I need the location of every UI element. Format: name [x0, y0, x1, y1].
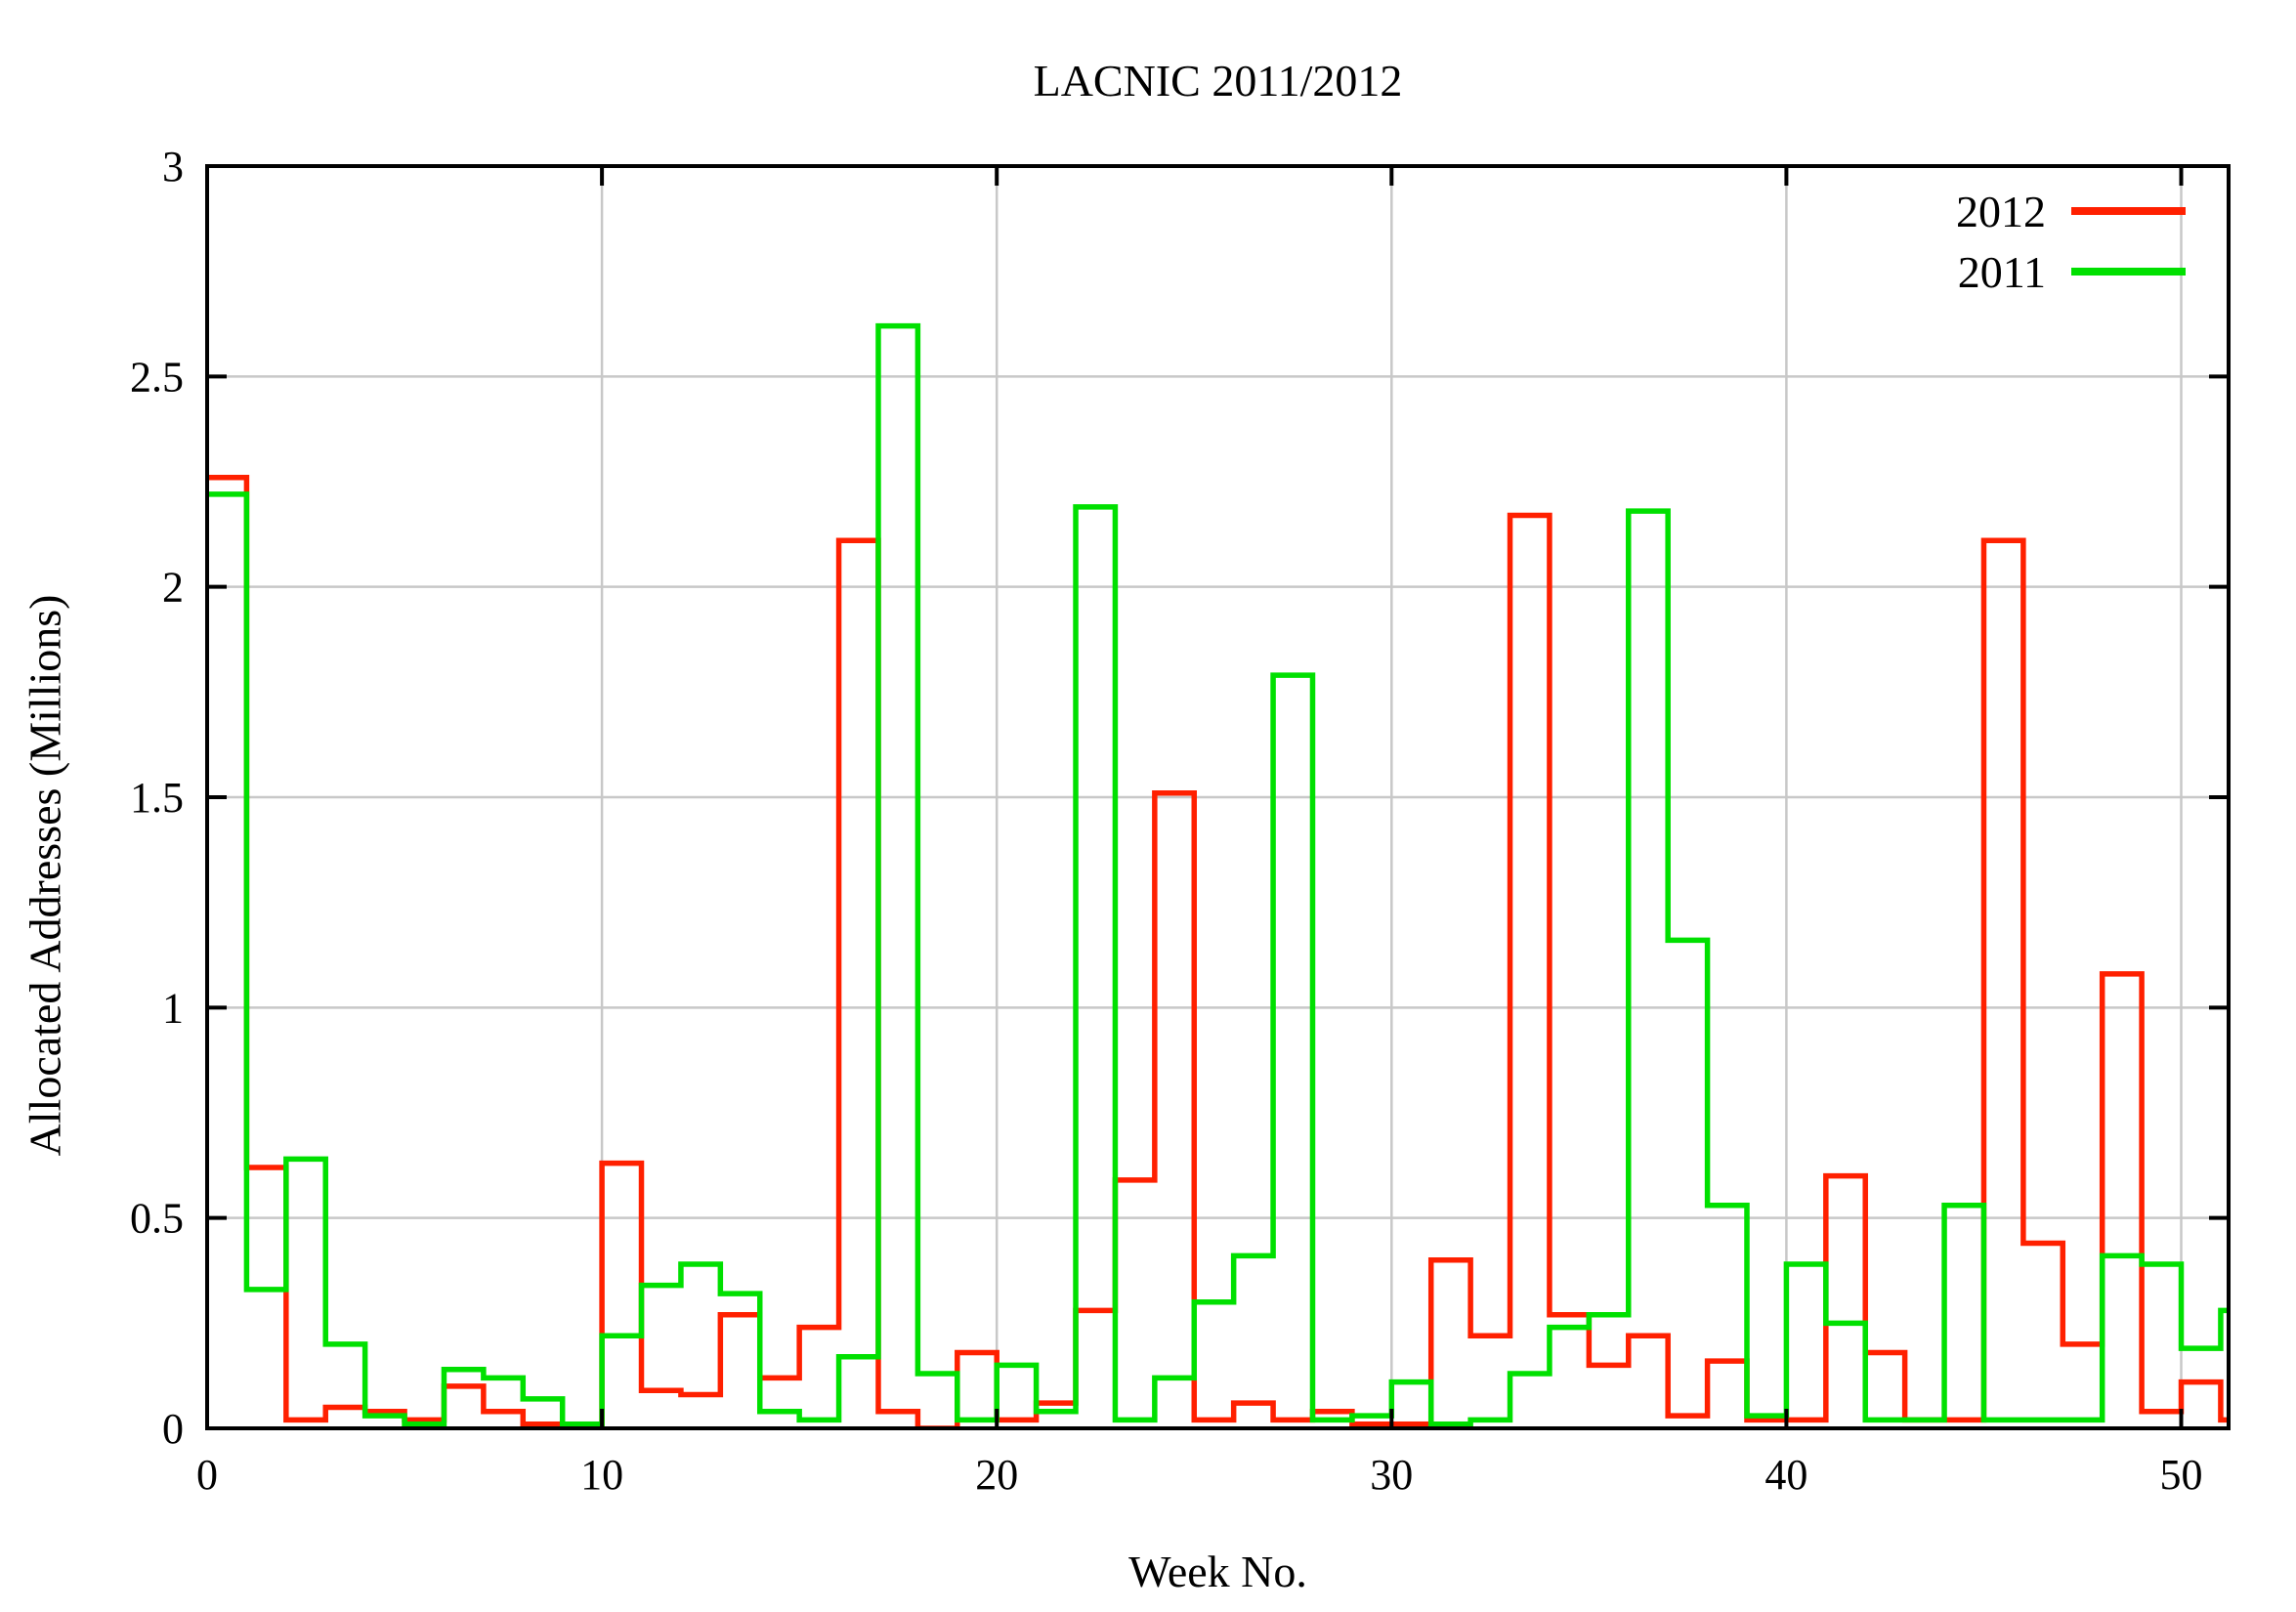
- x-tick-label: 10: [580, 1451, 623, 1499]
- legend: 2012 2011: [1956, 186, 2186, 297]
- y-tick-label: 1.5: [130, 774, 184, 822]
- series-line-2012: [207, 474, 2229, 1428]
- x-tick-label: 0: [196, 1451, 218, 1499]
- y-tick-label: 1: [162, 984, 184, 1032]
- y-tick-label: 0.5: [130, 1195, 184, 1243]
- y-tick-label: 2: [162, 564, 184, 612]
- x-tick-label: 50: [2160, 1451, 2203, 1499]
- y-tick-label: 3: [162, 143, 184, 191]
- x-tick-label: 20: [975, 1451, 1018, 1499]
- y-tick-label: 2.5: [130, 353, 184, 401]
- legend-row-2012: 2012: [1956, 186, 2186, 236]
- legend-swatch-2012-icon: [2071, 207, 2186, 215]
- legend-label-2012: 2012: [1956, 186, 2046, 236]
- series-line-2011: [207, 322, 2229, 1427]
- x-tick-label: 30: [1370, 1451, 1413, 1499]
- x-tick-label: 40: [1765, 1451, 1807, 1499]
- y-axis-label: Allocated Addresses (Millions): [20, 594, 70, 1157]
- y-tick-label: 0: [162, 1405, 184, 1453]
- legend-row-2011: 2011: [1956, 246, 2186, 297]
- legend-swatch-2011-icon: [2071, 268, 2186, 276]
- x-axis-label: Week No.: [1128, 1547, 1307, 1596]
- legend-label-2011: 2011: [1957, 246, 2046, 297]
- chart-title: LACNIC 2011/2012: [1033, 56, 1403, 106]
